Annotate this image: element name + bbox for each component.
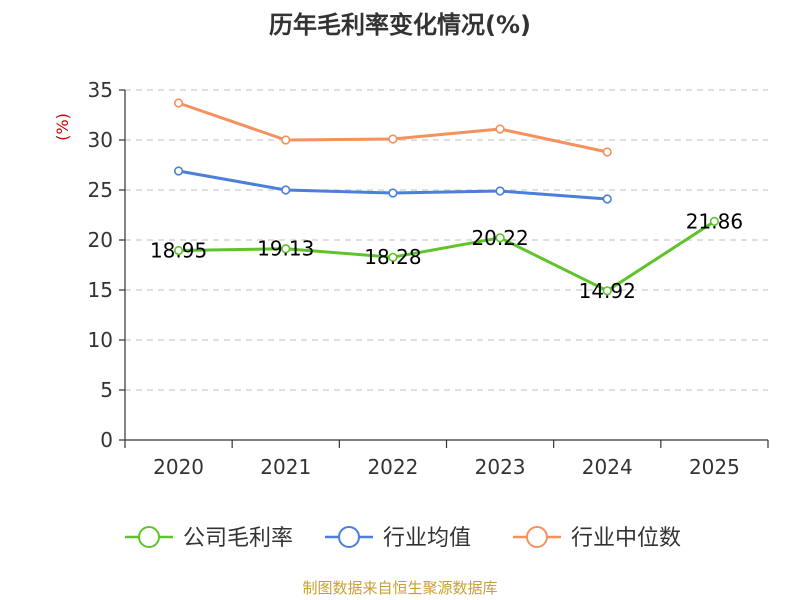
data-label: 18.95 [150, 239, 207, 263]
data-point[interactable] [602, 147, 612, 157]
legend-marker [526, 526, 548, 548]
legend-item[interactable]: 公司毛利率 [125, 526, 293, 551]
y-tick-label: 15 [88, 278, 113, 302]
data-label: 19.13 [257, 237, 314, 261]
data-point[interactable] [388, 252, 398, 262]
data-label: 14.92 [579, 279, 636, 303]
data-point[interactable] [602, 286, 612, 296]
x-tick-label: 2025 [689, 455, 740, 479]
data-point[interactable] [281, 244, 291, 254]
series-公司毛利率 [173, 216, 720, 296]
data-point[interactable] [173, 98, 184, 108]
legend-label: 行业均值 [383, 526, 471, 551]
legend-marker [138, 526, 160, 548]
data-label: 18.28 [364, 245, 421, 269]
data-point[interactable] [173, 166, 184, 176]
grid-lines [125, 89, 768, 391]
x-tick-label: 2022 [367, 455, 418, 479]
y-axis-unit-label: (%) [53, 113, 72, 141]
data-label: 20.22 [471, 226, 528, 250]
series-lines [173, 98, 720, 296]
y-tick-label: 30 [88, 128, 113, 152]
data-point[interactable] [602, 194, 612, 204]
x-tick-label: 2023 [475, 455, 526, 479]
y-tick-label: 25 [88, 178, 113, 202]
series-line [178, 220, 716, 293]
data-point[interactable] [388, 134, 398, 144]
source-note: 制图数据来自恒生聚源数据库 [302, 579, 497, 597]
chart-title: 历年毛利率变化情况(%) [269, 11, 531, 39]
data-point[interactable] [495, 186, 505, 196]
legend-label: 公司毛利率 [183, 526, 293, 551]
series-行业均值 [173, 166, 612, 204]
data-point[interactable] [281, 135, 291, 145]
x-tick-label: 2024 [582, 455, 633, 479]
y-tick-label: 20 [88, 228, 113, 252]
data-point[interactable] [281, 185, 291, 195]
series-line [178, 101, 608, 154]
legend-label: 行业中位数 [571, 526, 681, 551]
data-point[interactable] [495, 233, 505, 243]
legend-item[interactable]: 行业中位数 [513, 526, 681, 551]
y-tick-label: 10 [88, 328, 113, 352]
y-tick-label: 35 [88, 78, 113, 102]
data-labels: 18.95 19.13 18.28 20.22 14.92 21.86 [150, 209, 743, 302]
data-point[interactable] [709, 216, 720, 226]
data-point[interactable] [173, 245, 184, 256]
data-point[interactable] [388, 188, 398, 198]
legend-item[interactable]: 行业均值 [325, 526, 471, 551]
y-tick-label: 5 [100, 378, 113, 402]
legend-marker [338, 526, 360, 548]
legend[interactable]: 公司毛利率 行业均值 行业中位数 [125, 526, 681, 551]
y-tick-label: 0 [100, 428, 113, 452]
x-tick-label: 2020 [153, 455, 204, 479]
x-tick-label: 2021 [260, 455, 311, 479]
data-point[interactable] [495, 124, 505, 134]
series-行业中位数 [173, 98, 612, 157]
data-label: 21.86 [686, 209, 743, 233]
